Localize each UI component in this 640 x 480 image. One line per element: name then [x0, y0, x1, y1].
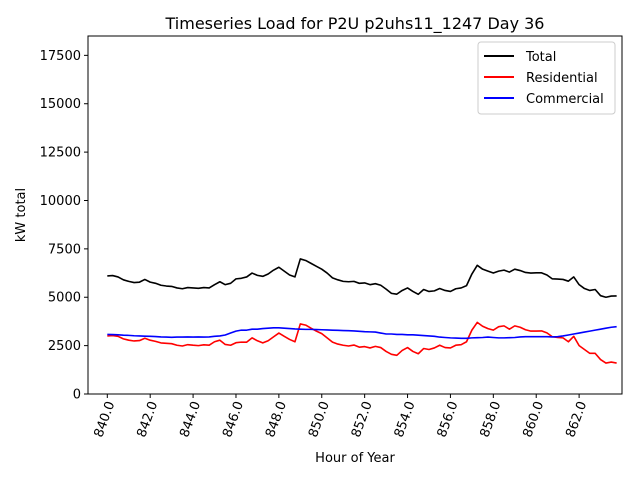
series-layer	[107, 258, 617, 364]
y-axis-label: kW total	[14, 188, 29, 242]
y-tick-label: 2500	[48, 339, 81, 354]
series-line-total	[107, 258, 617, 299]
legend-label-commercial: Commercial	[526, 92, 604, 107]
y-tick-label: 5000	[48, 291, 81, 306]
legend-label-residential: Residential	[526, 71, 598, 86]
legend-label-total: Total	[525, 50, 556, 65]
y-tick-label: 10000	[40, 194, 81, 209]
legend-box	[477, 41, 616, 115]
series-line-residential	[107, 321, 617, 364]
x-axis-label: Hour of Year	[315, 451, 395, 466]
y-tick-label: 0	[73, 388, 81, 403]
y-axis: 0 2500 5000 7500 10000 12500 15000 17500	[40, 49, 88, 403]
plot-frame	[87, 35, 623, 395]
y-tick-label: 12500	[40, 146, 81, 161]
y-tick-label: 15000	[40, 97, 81, 112]
series-line-commercial	[107, 325, 617, 340]
y-tick-label: 7500	[48, 242, 81, 257]
y-tick-label: 17500	[40, 49, 81, 64]
chart-title: Timeseries Load for P2U p2uhs11_1247 Day…	[165, 14, 545, 34]
legend: Total Residential Commercial	[477, 41, 616, 115]
